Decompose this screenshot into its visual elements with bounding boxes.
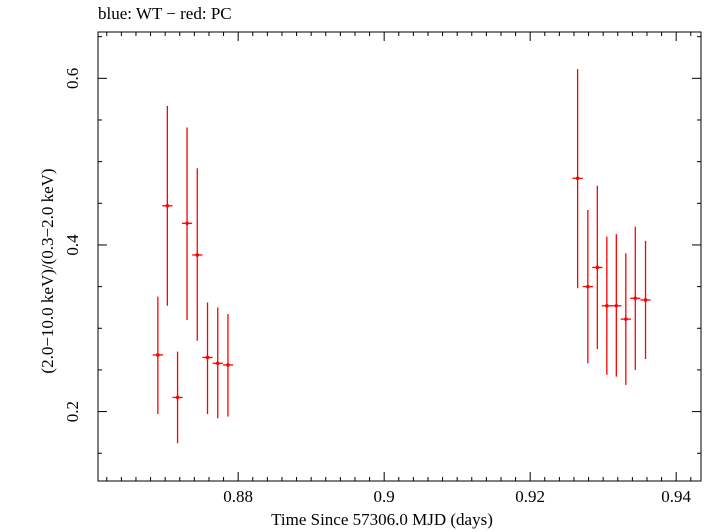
x-tick-label: 0.92 [515, 487, 545, 506]
point-marker [165, 204, 170, 208]
point-marker [624, 317, 628, 321]
data-point [592, 185, 603, 350]
data-point [582, 209, 593, 364]
x-tick-label: 0.9 [374, 487, 395, 506]
point-marker [156, 353, 160, 357]
data-point [611, 234, 622, 377]
data-point [162, 105, 173, 306]
point-marker [614, 303, 619, 308]
y-axis-label: (2.0−10.0 keV)/(0.3−2.0 keV) [38, 168, 57, 374]
ticks-layer: 0.88 0.9 0.92 0.94 0.2 0.4 0.6 [63, 32, 701, 506]
point-marker [605, 303, 609, 308]
data-point [181, 127, 193, 320]
point-marker [633, 296, 638, 301]
point-marker [205, 355, 210, 360]
y-tick-label: 0.6 [63, 68, 82, 89]
point-marker [185, 221, 189, 226]
data-point [222, 314, 234, 417]
points-layer [152, 69, 651, 444]
point-marker [575, 176, 580, 181]
y-tick-label: 0.4 [63, 234, 82, 256]
data-point [152, 296, 163, 415]
x-tick-label: 0.88 [223, 487, 253, 506]
point-marker [586, 284, 590, 289]
data-point [212, 307, 223, 419]
x-axis-label: Time Since 57306.0 MJD (days) [271, 510, 493, 529]
data-point [172, 351, 183, 444]
plot-frame [97, 31, 702, 482]
data-point [620, 253, 631, 385]
data-point [630, 226, 641, 370]
point-marker [195, 253, 200, 257]
point-marker [215, 361, 220, 366]
data-point [192, 168, 203, 341]
data-point [640, 240, 651, 360]
chart-title: blue: WT − red: PC [98, 4, 232, 23]
data-point [572, 69, 583, 289]
y-tick-label: 0.2 [63, 401, 82, 422]
point-marker [643, 298, 648, 302]
point-marker [175, 395, 180, 400]
point-marker [595, 265, 600, 270]
data-point [601, 236, 612, 375]
data-point [202, 302, 213, 415]
x-tick-label: 0.94 [661, 487, 691, 506]
point-marker [226, 363, 230, 367]
